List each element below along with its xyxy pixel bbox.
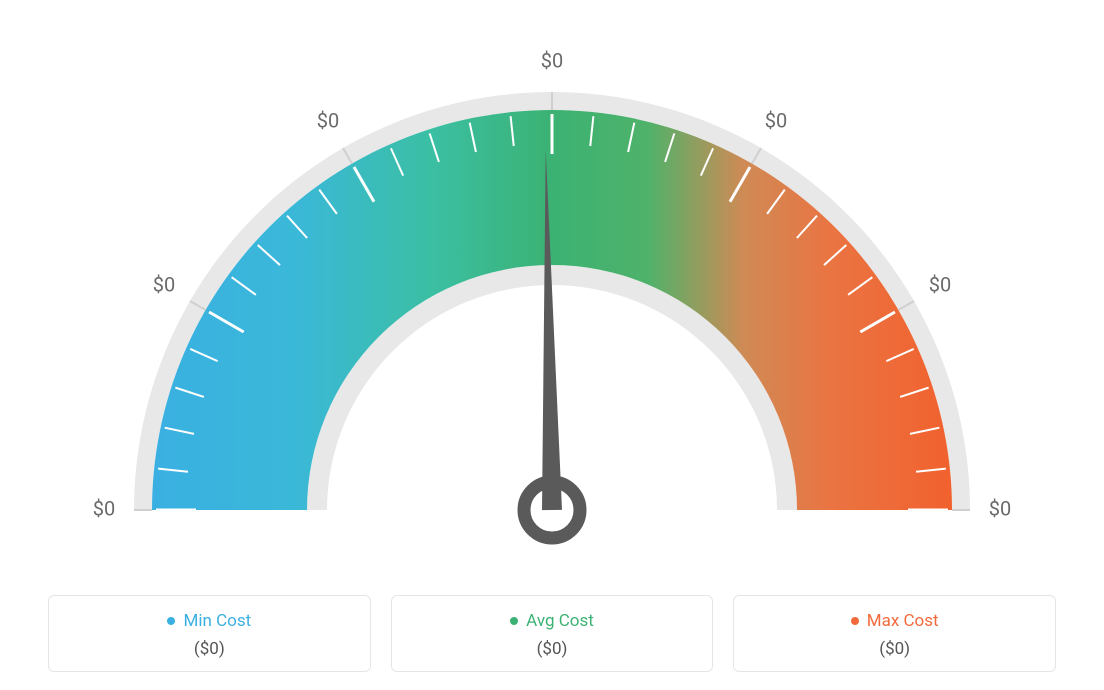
legend-label-avg: Avg Cost — [526, 611, 594, 631]
legend-row: Min Cost ($0) Avg Cost ($0) Max Cost ($0… — [48, 595, 1056, 672]
legend-value-max: ($0) — [744, 639, 1045, 659]
gauge-tick-label: $0 — [765, 108, 787, 132]
gauge-tick-label: $0 — [541, 48, 563, 72]
legend-title-max: Max Cost — [851, 611, 939, 631]
legend-title-avg: Avg Cost — [510, 611, 594, 631]
gauge-tick-label: $0 — [989, 496, 1011, 520]
legend-title-min: Min Cost — [167, 611, 251, 631]
legend-value-avg: ($0) — [402, 639, 703, 659]
gauge-tick-label: $0 — [929, 272, 951, 296]
legend-dot-max — [851, 617, 859, 625]
legend-label-min: Min Cost — [183, 611, 251, 631]
gauge-tick-label: $0 — [153, 272, 175, 296]
legend-value-min: ($0) — [59, 639, 360, 659]
legend-dot-min — [167, 617, 175, 625]
legend-dot-avg — [510, 617, 518, 625]
gauge-tick-label: $0 — [93, 496, 115, 520]
gauge-tick-label: $0 — [317, 108, 339, 132]
legend-card-avg: Avg Cost ($0) — [391, 595, 714, 672]
gauge-chart: $0 $0 $0 $0 $0 $0 $0 — [52, 20, 1052, 580]
legend-card-max: Max Cost ($0) — [733, 595, 1056, 672]
legend-card-min: Min Cost ($0) — [48, 595, 371, 672]
gauge-container: $0 $0 $0 $0 $0 $0 $0 — [0, 0, 1104, 560]
legend-label-max: Max Cost — [867, 611, 939, 631]
